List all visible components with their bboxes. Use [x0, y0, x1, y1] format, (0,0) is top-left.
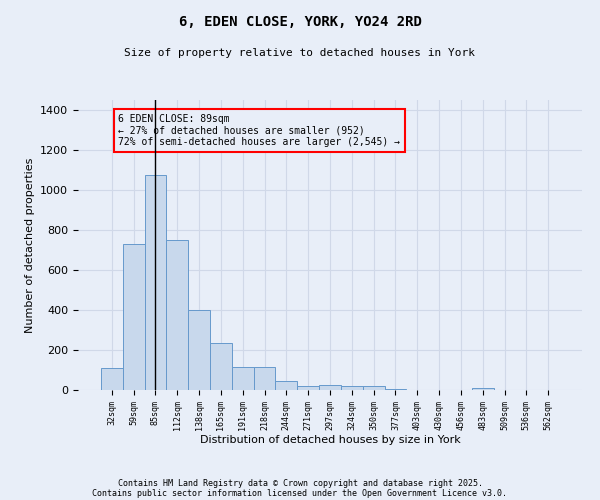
Bar	[166, 240, 188, 390]
Bar	[210, 344, 232, 390]
Bar	[275, 381, 297, 390]
Bar	[363, 386, 385, 390]
Text: 6 EDEN CLOSE: 89sqm
← 27% of detached houses are smaller (952)
72% of semi-detac: 6 EDEN CLOSE: 89sqm ← 27% of detached ho…	[118, 114, 400, 147]
Bar	[341, 386, 363, 390]
Bar	[297, 386, 319, 390]
Text: Contains HM Land Registry data © Crown copyright and database right 2025.: Contains HM Land Registry data © Crown c…	[118, 478, 482, 488]
Bar	[385, 389, 406, 390]
Bar	[188, 310, 210, 390]
X-axis label: Distribution of detached houses by size in York: Distribution of detached houses by size …	[200, 436, 460, 446]
Text: 6, EDEN CLOSE, YORK, YO24 2RD: 6, EDEN CLOSE, YORK, YO24 2RD	[179, 15, 421, 29]
Y-axis label: Number of detached properties: Number of detached properties	[25, 158, 35, 332]
Bar	[232, 368, 254, 390]
Bar	[123, 244, 145, 390]
Text: Contains public sector information licensed under the Open Government Licence v3: Contains public sector information licen…	[92, 488, 508, 498]
Bar	[145, 175, 166, 390]
Bar	[472, 388, 494, 390]
Bar	[254, 368, 275, 390]
Bar	[319, 385, 341, 390]
Bar	[101, 368, 123, 390]
Text: Size of property relative to detached houses in York: Size of property relative to detached ho…	[125, 48, 476, 58]
